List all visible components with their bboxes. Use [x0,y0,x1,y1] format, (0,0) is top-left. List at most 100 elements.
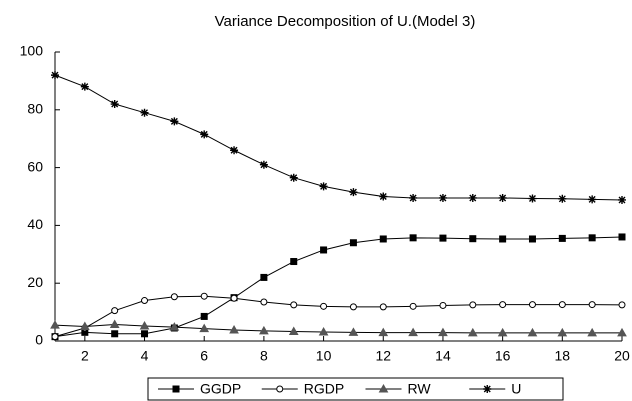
marker [141,330,149,338]
marker [618,195,626,204]
marker [467,327,478,337]
marker [50,320,60,329]
x-tick-label: 2 [81,348,89,364]
marker [348,327,359,336]
marker [588,301,596,309]
marker [276,385,284,393]
marker [527,327,538,337]
marker [169,322,180,331]
marker [483,385,492,393]
marker [409,302,417,310]
marker [230,294,238,302]
marker [557,327,568,337]
legend-label: RW [408,381,432,397]
series-line [54,74,623,201]
marker [587,327,598,337]
marker [409,234,417,242]
legend-label: GGDP [200,381,241,397]
marker [588,195,597,204]
marker [617,327,627,337]
marker [259,160,268,169]
marker [528,235,536,243]
marker [349,239,357,247]
legend-box [147,377,564,401]
marker [618,301,626,309]
marker [200,292,208,300]
marker [80,82,89,91]
marker [439,234,447,242]
marker [111,307,119,315]
marker [200,130,209,139]
marker [408,327,418,337]
marker [438,327,448,337]
marker [499,301,507,309]
marker [499,235,507,243]
x-tick-label: 16 [495,348,511,364]
marker [438,193,447,202]
x-tick-label: 14 [435,348,451,364]
marker [349,188,358,197]
legend-label: RGDP [304,381,344,397]
marker [469,301,477,309]
x-tick-label: 20 [614,348,630,364]
marker [170,293,178,301]
x-tick-label: 6 [200,348,208,364]
marker [51,333,59,341]
series-line [54,324,622,334]
x-tick-label: 8 [260,348,268,364]
marker [378,383,389,393]
marker [260,298,268,306]
marker [230,146,239,155]
marker [260,273,268,281]
legend-label: U [511,381,521,397]
marker [558,194,567,203]
marker [172,385,180,393]
marker [288,326,299,335]
marker [139,320,150,330]
marker [588,234,596,242]
series-line [54,295,623,338]
marker [140,108,149,117]
marker [200,312,208,320]
marker [379,303,387,311]
marker [109,319,120,329]
marker [170,117,179,126]
x-tick-label: 18 [555,348,571,364]
y-tick-label: 0 [35,332,43,348]
marker [558,301,566,309]
marker [378,327,389,337]
y-tick-label: 40 [27,216,43,232]
marker [618,233,626,241]
marker [439,301,447,309]
marker [379,235,387,243]
marker [229,325,239,334]
marker [409,193,418,202]
chart-title: Variance Decomposition of U.(Model 3) [215,13,476,30]
marker [468,193,477,202]
marker [528,301,536,309]
marker [289,173,298,182]
marker [259,325,269,335]
marker [51,71,59,80]
marker [497,327,508,337]
y-tick-label: 60 [27,158,43,174]
marker [199,323,210,333]
marker [81,328,89,336]
marker [111,330,119,338]
marker [319,182,328,191]
y-tick-label: 20 [27,274,43,290]
x-tick-label: 12 [375,348,391,364]
marker [318,327,329,336]
marker [528,194,537,203]
marker [141,297,149,305]
series-line [54,236,623,338]
marker [469,235,477,243]
marker [558,234,566,242]
x-tick-label: 10 [316,348,332,364]
marker [349,303,357,311]
marker [320,246,328,254]
y-tick-label: 100 [20,43,44,59]
marker [110,100,119,109]
marker [79,321,90,331]
